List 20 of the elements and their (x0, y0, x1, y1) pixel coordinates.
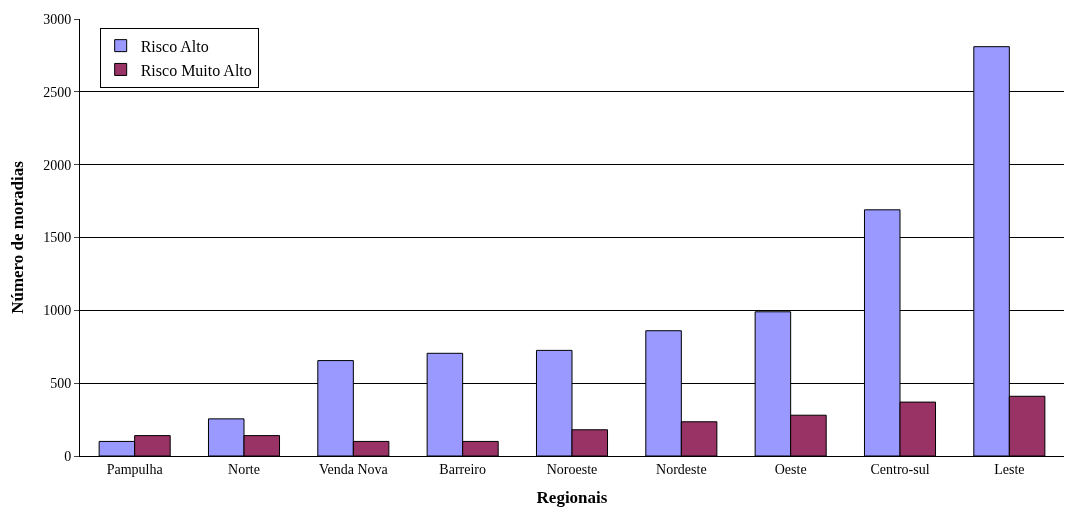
x-tick-label: Norte (228, 461, 260, 477)
x-tick-label: Barreiro (439, 461, 486, 477)
y-tick-label: 2000 (43, 157, 72, 173)
y-tick-label: 0 (64, 448, 72, 464)
x-tick-label: Oeste (774, 461, 807, 477)
x-tick-label: Venda Nova (318, 461, 389, 477)
y-tick-label: 500 (50, 376, 72, 392)
y-tick-label: 1000 (43, 303, 72, 319)
legend-label: Risco Alto (140, 37, 209, 55)
x-tick-label: Nordeste (656, 461, 707, 477)
y-tick-label: 3000 (43, 11, 72, 27)
x-tick-label: Pampulha (106, 461, 164, 477)
y-tick-label: 2500 (43, 84, 72, 100)
y-axis-title: Número de moradias (7, 160, 27, 314)
x-tick-label: Leste (994, 461, 1025, 477)
x-tick-label: Centro-sul (870, 461, 930, 477)
x-axis-title: Regionais (536, 488, 608, 508)
y-tick-label: 1500 (43, 230, 72, 246)
x-tick-label: Noroeste (546, 461, 598, 477)
legend-label: Risco Muito Alto (140, 61, 252, 79)
